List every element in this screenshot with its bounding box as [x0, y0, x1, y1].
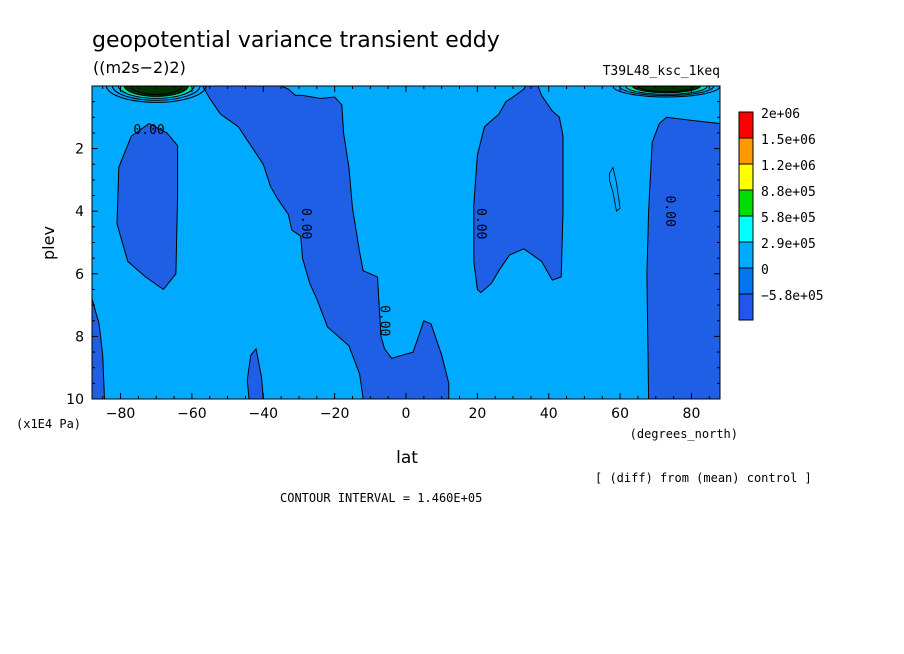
- x-tick-label: −40: [248, 406, 278, 422]
- x-tick-label: 0: [402, 406, 411, 422]
- contour-label: 0.00: [662, 196, 677, 227]
- contour-labels: 0.00 0.00 0.00 0.00 0.00: [133, 123, 677, 337]
- colorbar-label: 2.9e+05: [761, 237, 816, 252]
- colorbar-swatch: [738, 293, 754, 321]
- x-tick-label: 60: [611, 406, 629, 422]
- contour-label: 0.00: [298, 208, 313, 239]
- core-contour: [638, 85, 695, 93]
- polar-high-core-2: [612, 85, 721, 98]
- diff-note: [ (diff) from (mean) control ]: [595, 471, 812, 485]
- y-tick-label: 10: [66, 392, 84, 408]
- colorbar-legend: 2e+06 1.5e+06 1.2e+06 8.8e+05 5.8e+05 2.9e+05…: [738, 107, 824, 321]
- positive-region-fill: [92, 86, 720, 399]
- x-axis-label: lat: [396, 448, 418, 468]
- y-axis-units: (x1E4 Pa): [16, 417, 81, 431]
- x-tick: −40: [248, 86, 278, 422]
- y-tick-label: 6: [75, 267, 84, 283]
- negative-region-north-polar-cell: [646, 117, 720, 400]
- negative-region-southern-mid-cell: [117, 123, 178, 290]
- y-tick: 6: [75, 267, 720, 283]
- x-tick: 0: [402, 86, 411, 422]
- x-tick-label: 20: [468, 406, 486, 422]
- colorbar-swatch: [738, 163, 754, 191]
- x-tick: −60: [177, 86, 207, 422]
- x-tick: 20: [468, 86, 486, 422]
- core-contour: [129, 85, 183, 95]
- core-contour: [105, 85, 207, 103]
- colorbar-label: −5.8e+05: [761, 289, 824, 304]
- plot-area: [92, 86, 720, 400]
- x-tick-label: 80: [683, 406, 701, 422]
- x-tick-label: −80: [106, 406, 136, 422]
- y-axis-label: plev: [39, 226, 58, 260]
- colorbar-swatch: [738, 111, 754, 139]
- x-tick: −20: [320, 86, 350, 422]
- colorbar-label: 0: [761, 263, 769, 278]
- x-tick: −80: [106, 86, 136, 422]
- core-contour: [111, 85, 201, 101]
- colorbar-label: 1.5e+06: [761, 133, 816, 148]
- x-tick-label: −60: [177, 406, 207, 422]
- negative-region-northern-mid-cell: [473, 86, 563, 293]
- core-contour: [618, 85, 715, 97]
- zero-contour-northern-mid-cell: [473, 85, 564, 294]
- chart-subtitle: ((m2s−2)2): [93, 58, 186, 77]
- chart-title: geopotential variance transient eddy: [92, 28, 500, 53]
- zero-contour-tropical-tongue: [201, 85, 450, 400]
- colorbar-swatch: [738, 215, 754, 243]
- y-tick: 10: [66, 392, 720, 408]
- colorbar-label: 2e+06: [761, 107, 800, 122]
- x-tick-label: 40: [540, 406, 558, 422]
- polar-high-core-1: [105, 85, 207, 103]
- colorbar-label: 1.2e+06: [761, 159, 816, 174]
- axes: −80 −60 −40 −20 0 20 40 60 80 2 4 6 8 10: [66, 86, 720, 422]
- zero-contour-southern-mid-cell: [116, 123, 179, 291]
- contour-lines: [91, 85, 721, 400]
- contour-interval-text: CONTOUR INTERVAL = 1.460E+05: [280, 491, 482, 505]
- negative-region-south-polar-lower-strip: [92, 298, 105, 399]
- colorbar-swatch: [738, 241, 754, 269]
- run-label: T39L48_ksc_1keq: [603, 64, 720, 79]
- contour-label: 0.00: [377, 305, 392, 336]
- contour-label: 0.00: [473, 208, 488, 239]
- y-tick-label: 8: [75, 329, 84, 345]
- colorbar-swatch: [738, 267, 754, 295]
- negative-region-tropical-tongue: [202, 86, 449, 399]
- core-contour: [612, 85, 721, 98]
- y-tick-label: 4: [75, 204, 84, 220]
- x-tick: 80: [683, 86, 701, 422]
- contour-label: 0.00: [133, 123, 164, 138]
- x-tick-label: −20: [320, 406, 350, 422]
- colorbar-swatch: [738, 137, 754, 165]
- x-tick: 40: [540, 86, 558, 422]
- negative-region-south-surface-blob: [247, 348, 264, 399]
- x-axis-units: (degrees_north): [630, 427, 738, 441]
- x-tick: 60: [611, 86, 629, 422]
- colorbar-label: 5.8e+05: [761, 211, 816, 226]
- y-tick-label: 2: [75, 142, 84, 158]
- colorbar-swatch: [738, 189, 754, 217]
- small-closed-contour: [609, 166, 621, 212]
- y-tick: 2: [75, 142, 720, 158]
- y-tick: 4: [75, 204, 720, 220]
- y-tick: 8: [75, 329, 720, 345]
- colorbar-label: 8.8e+05: [761, 185, 816, 200]
